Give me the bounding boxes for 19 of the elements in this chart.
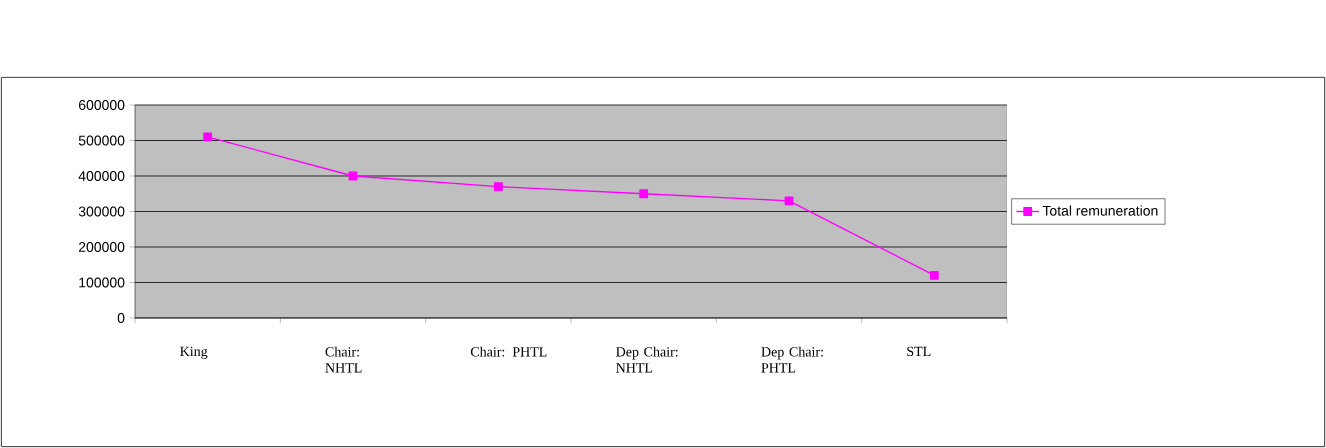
point — [784, 196, 794, 206]
x-tick-label: Chair: NHTL — [325, 346, 362, 373]
y-tick-label: 600000 — [78, 100, 125, 110]
y-tick-label: 0 — [117, 313, 125, 323]
y-tick-label: 500000 — [78, 135, 125, 146]
legend-label: Total remuneration — [1042, 205, 1158, 216]
x-tick-label: Dep Chair: NHTL — [616, 346, 678, 373]
x-tick-label: STL — [907, 346, 931, 357]
x-tick-label: Dep Chair: PHTL — [761, 346, 823, 373]
point — [493, 182, 503, 192]
point — [929, 270, 939, 280]
y-tick-label: 300000 — [78, 206, 125, 217]
point — [639, 189, 649, 199]
y-tick-label: 200000 — [78, 242, 125, 252]
x-tick-label: King — [180, 346, 208, 359]
y-tick-label: 100000 — [79, 277, 125, 288]
point — [203, 132, 213, 142]
y-tick-label: 400000 — [78, 171, 125, 181]
x-tick-label: Chair: PHTL — [470, 346, 547, 357]
